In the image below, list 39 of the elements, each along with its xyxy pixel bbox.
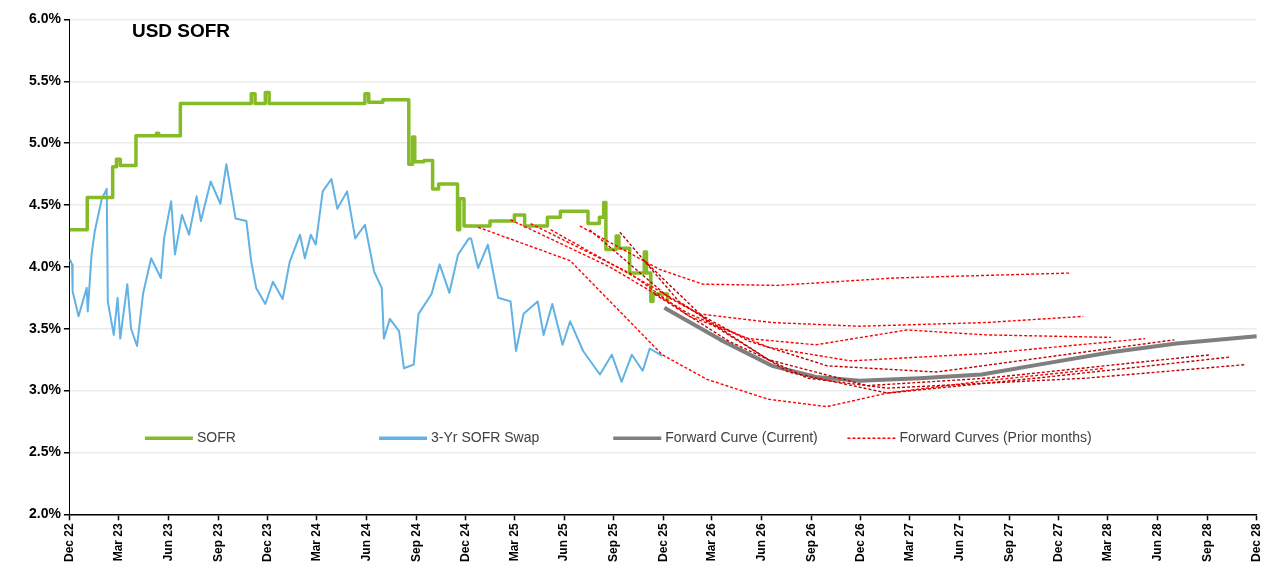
y-tick-label: 2.0% [28,505,62,522]
x-tick-label: Mar 25 [506,522,521,562]
legend-label: Forward Curves (Prior months) [899,429,1092,446]
x-tick-label: Dec 25 [655,522,670,563]
x-tick-label: Dec 24 [457,522,472,563]
x-tick-label: Jun 28 [1149,522,1164,562]
y-tick-label: 4.5% [28,195,62,212]
chart-title: USD SOFR [131,19,231,41]
x-tick-label: Jun 24 [358,522,373,562]
x-tick-label: Sep 25 [606,522,621,563]
legend-label: Forward Curve (Current) [665,429,818,446]
x-tick-label: Mar 23 [110,522,125,562]
x-tick-label: Mar 24 [309,522,324,562]
legend-label: 3-Yr SOFR Swap [431,429,540,446]
x-tick-label: Dec 23 [259,522,274,563]
y-tick-label: 5.0% [28,133,62,150]
x-tick-label: Jun 23 [160,522,175,562]
x-tick-label: Dec 26 [853,522,868,563]
x-tick-label: Dec 22 [62,522,77,563]
x-tick-label: Mar 28 [1100,522,1115,562]
y-tick-label: 3.5% [28,319,62,336]
y-tick-label: 3.0% [28,381,62,398]
x-tick-label: Sep 26 [803,522,818,563]
x-tick-label: Sep 27 [1001,522,1016,563]
x-tick-label: Jun 25 [556,522,571,562]
x-tick-label: Sep 28 [1199,522,1214,563]
x-tick-label: Jun 26 [754,522,769,562]
x-tick-label: Mar 26 [704,522,719,562]
y-tick-label: 6.0% [28,10,62,27]
legend-label: SOFR [196,429,236,446]
y-tick-label: 4.0% [28,257,62,274]
x-tick-label: Dec 28 [1248,522,1263,563]
y-tick-label: 2.5% [28,443,62,460]
y-tick-label: 5.5% [28,72,62,89]
x-tick-label: Sep 23 [210,522,225,563]
x-tick-label: Mar 27 [901,522,916,562]
x-tick-label: Dec 27 [1050,522,1065,563]
x-tick-label: Sep 24 [408,522,423,563]
x-tick-label: Jun 27 [951,522,966,562]
